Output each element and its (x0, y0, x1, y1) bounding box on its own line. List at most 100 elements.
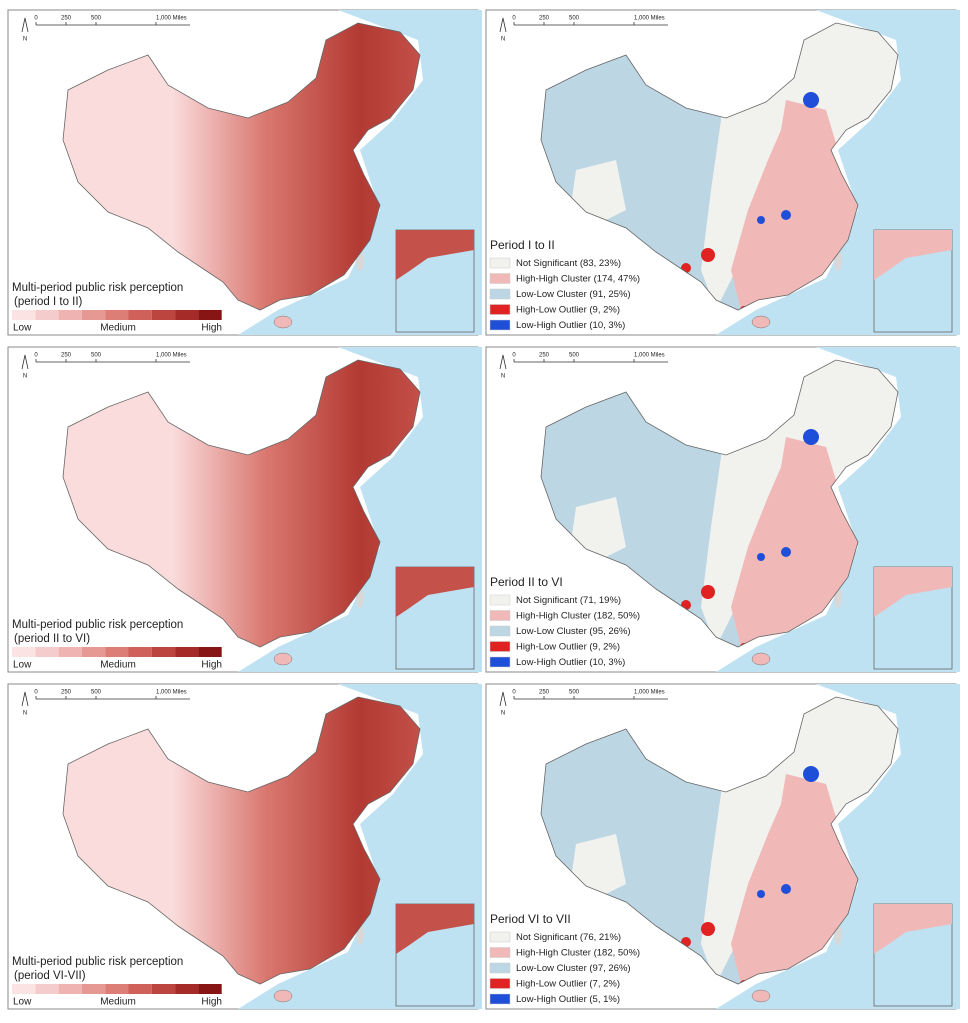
ramp-swatch (35, 310, 59, 320)
scale-label: 250 (61, 16, 72, 22)
ramp-swatch (35, 647, 59, 657)
north-arrow (499, 691, 507, 707)
ramp-medium: Medium (100, 323, 136, 334)
legend-label: Low-Low Cluster (95, 26%) (516, 626, 631, 637)
scale-label: 500 (91, 690, 102, 696)
ramp-swatch (105, 310, 129, 320)
legend-swatch (489, 947, 511, 958)
legend-label: Low-Low Cluster (91, 25%) (516, 289, 631, 300)
north-label: N (23, 374, 27, 380)
ramp-low: Low (13, 323, 32, 334)
china-outline (540, 22, 899, 311)
scale-label: 500 (569, 353, 580, 359)
legend-label: Not Significant (71, 19%) (516, 595, 621, 606)
scale-label: 500 (91, 353, 102, 359)
ramp-swatch (105, 647, 129, 657)
ramp-swatch (198, 984, 222, 994)
legend-swatch (489, 273, 511, 284)
low-high-outlier (803, 92, 819, 108)
scale-label: 250 (539, 16, 550, 22)
ramp-high: High (201, 323, 222, 334)
map-panel: N 0 250 500 1,000 Miles Period II to VI Not Si… (485, 346, 960, 673)
legend-swatch (489, 656, 511, 668)
ramp-swatch (175, 310, 199, 320)
inset-land (396, 230, 474, 280)
scale-label: 0 (34, 690, 38, 696)
legend-label: Low-High Outlier (10, 3%) (516, 657, 625, 668)
ramp-swatch (128, 647, 152, 657)
ramp-swatch (175, 984, 199, 994)
ramp-swatch (81, 647, 106, 657)
china-outline (62, 22, 421, 311)
high-low-outlier (701, 922, 715, 936)
ramp-swatch (128, 984, 152, 994)
scale-label: 250 (539, 690, 550, 696)
north-label: N (501, 37, 505, 43)
map-panel: N 0 250 500 1,000 Miles Multi-period public r… (7, 683, 482, 1010)
legend-label: High-Low Outlier (9, 2%) (516, 305, 620, 316)
ramp-swatch (12, 310, 36, 320)
north-arrow (21, 354, 29, 370)
north-label: N (23, 37, 27, 43)
scale-label: 0 (34, 353, 38, 359)
ramp-swatch (128, 310, 152, 320)
ramp-swatch (151, 647, 176, 657)
not-significant-area (571, 497, 626, 562)
ramp-high: High (201, 997, 222, 1008)
ramp-swatch (105, 984, 129, 994)
ramp-swatch (198, 647, 222, 657)
legend-swatch (489, 625, 511, 637)
hainan (273, 989, 293, 1003)
legend-title: Multi-period public risk perception (12, 956, 183, 968)
legend-label: Not Significant (76, 21%) (516, 932, 621, 943)
inset-land (874, 230, 952, 280)
legend-label: Low-Low Cluster (97, 26%) (516, 963, 631, 974)
scale-label: 1,000 Miles (634, 16, 665, 22)
low-high-outlier (757, 216, 765, 224)
ramp-low: Low (13, 997, 32, 1008)
north-label: N (501, 711, 505, 717)
legend-title: Period VI to VII (490, 912, 571, 926)
scale-label: 500 (91, 16, 102, 22)
ramp-swatch (81, 984, 106, 994)
north-label: N (23, 711, 27, 717)
north-arrow (499, 17, 507, 33)
inset-land (396, 904, 474, 954)
scale-label: 1,000 Miles (634, 690, 665, 696)
hainan (751, 989, 771, 1003)
high-high-area (731, 437, 858, 647)
legend-title: Period II to VI (490, 575, 563, 589)
scale-label: 1,000 Miles (156, 16, 187, 22)
high-high-area (731, 774, 858, 984)
hainan (751, 652, 771, 666)
ramp-high: High (201, 660, 222, 671)
ramp-swatch (151, 984, 176, 994)
ramp-medium: Medium (100, 660, 136, 671)
scale-label: 1,000 Miles (634, 353, 665, 359)
inset-land (874, 567, 952, 617)
legend-swatch (489, 978, 511, 989)
ramp-swatch (151, 310, 176, 320)
map-panel: N 0 250 500 1,000 Miles Multi-period public r… (7, 9, 482, 336)
high-low-outlier (701, 585, 715, 599)
low-high-outlier (781, 547, 791, 557)
scale-label: 1,000 Miles (156, 353, 187, 359)
china-outline (540, 359, 899, 648)
china-outline (62, 359, 421, 648)
legend-swatch (489, 304, 511, 315)
scale-label: 250 (61, 690, 72, 696)
ramp-swatch (12, 984, 36, 994)
scale-label: 1,000 Miles (156, 690, 187, 696)
legend-swatch (489, 641, 511, 652)
ramp-swatch (12, 647, 36, 657)
legend-label: High-Low Outlier (9, 2%) (516, 642, 620, 653)
ramp-swatch (198, 310, 222, 320)
legend-label: Low-High Outlier (10, 3%) (516, 320, 625, 331)
scale-label: 0 (512, 353, 516, 359)
map-panel: N 0 250 500 1,000 Miles Period I to II Not Sig… (485, 9, 960, 336)
legend-swatch (489, 962, 511, 974)
legend-swatch (489, 257, 511, 269)
north-arrow (21, 17, 29, 33)
scale-label: 250 (539, 353, 550, 359)
